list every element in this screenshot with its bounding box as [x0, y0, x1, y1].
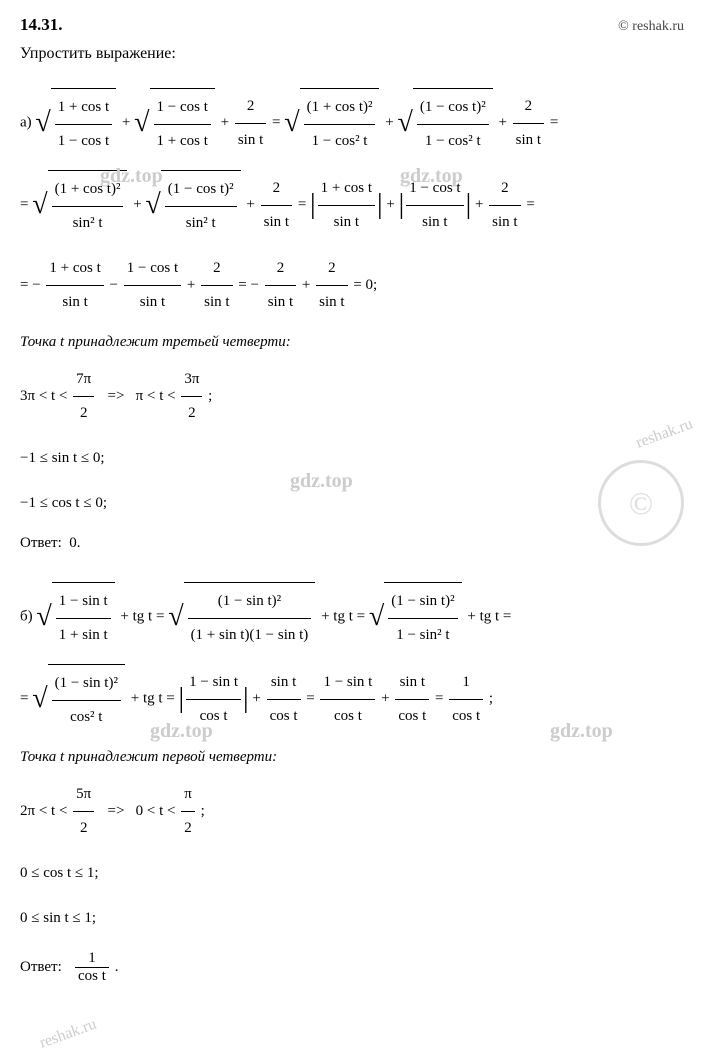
task-title: Упростить выражение:: [20, 45, 684, 63]
part-a-range1: 3π < t < 7π2 => π < t < 3π2 ;: [20, 363, 684, 430]
part-a-line1: а) 1 + cos t1 − cos t + 1 − cos t1 + cos…: [20, 88, 684, 158]
header-row: 14.31. © reshak.ru: [20, 15, 684, 35]
part-b-quarter: Точка t принадлежит первой четверти:: [20, 749, 684, 766]
part-a-answer: Ответ: 0.: [20, 535, 684, 552]
part-a-quarter: Точка t принадлежит третьей четверти:: [20, 334, 684, 351]
part-a-range2: −1 ≤ sin t ≤ 0;: [20, 442, 684, 475]
part-a-range3: −1 ≤ cos t ≤ 0;: [20, 487, 684, 520]
problem-number: 14.31.: [20, 15, 63, 35]
part-a-line2: = (1 + cos t)²sin² t + (1 − cos t)²sin² …: [20, 170, 684, 240]
part-b-range3: 0 ≤ sin t ≤ 1;: [20, 902, 684, 935]
part-b-line1: б) 1 − sin t1 + sin t + tg t = (1 − sin …: [20, 582, 684, 652]
part-b-label: б): [20, 608, 33, 624]
part-a-line3: = − 1 + cos tsin t − 1 − cos tsin t + 2s…: [20, 252, 684, 319]
part-b-range1: 2π < t < 5π2 => 0 < t < π2 ;: [20, 778, 684, 845]
copyright: © reshak.ru: [618, 19, 684, 35]
part-a-label: а): [20, 114, 32, 130]
part-b-answer: Ответ: 1cos t .: [20, 950, 684, 985]
part-b-line2: = (1 − sin t)²cos² t + tg t = 1 − sin tc…: [20, 664, 684, 734]
part-b-range2: 0 ≤ cos t ≤ 1;: [20, 857, 684, 890]
